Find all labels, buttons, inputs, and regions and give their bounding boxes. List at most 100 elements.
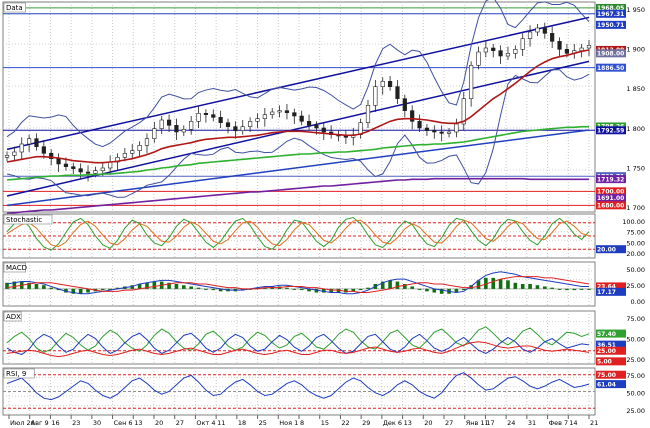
candle-body [343,135,348,138]
x-tick-label: Сен 6 [114,419,133,427]
series-line [6,276,590,294]
price-tag-label: 1967.31 [597,11,624,18]
price-tag [596,3,626,12]
histogram-bar [491,277,496,289]
price-tag-label: 75.00 [597,372,616,379]
candle-body [564,49,569,54]
histogram-bar [432,288,437,293]
x-tick-label: Окт 4 [196,419,215,427]
candle-body [78,168,83,173]
candle-body [270,111,275,115]
y-tick-label: 0.00 [631,298,645,306]
x-tick-label: 16 [51,419,59,427]
histogram-bar [71,288,76,294]
candle-body [181,129,186,133]
candle-body [306,121,312,126]
histogram-bar [439,288,444,294]
histogram-bar [587,288,591,290]
candle-body [513,49,518,54]
x-tick-label: 31 [528,419,536,427]
x-tick-label: 27 [176,419,184,427]
pane-title-box [3,368,35,379]
price-tag-label: 1908.00 [597,51,624,58]
candle-body [550,33,555,42]
histogram-bar [182,285,186,289]
price-tag-label: 36.51 [597,342,616,349]
pane-title: MACD [6,264,27,272]
candle-body [417,121,422,129]
price-tag-label: 1950.71 [597,22,624,29]
candle-body [314,125,319,129]
candle-body [93,170,98,174]
candle-body [365,105,371,123]
candle-body [586,45,592,49]
histogram-bar [64,288,68,293]
candle-body [4,155,10,158]
candle-body [483,47,488,53]
histogram-bar [56,288,61,291]
candle-body [299,115,304,122]
histogram-bar [469,285,473,289]
histogram-bar [358,288,363,291]
candle-body [240,126,245,131]
x-tick-label: 20 [155,419,163,427]
price-tag-label: 1719.32 [597,176,624,183]
histogram-bar [49,287,54,289]
candle-body [402,98,407,111]
histogram-bar [5,282,9,289]
price-tag [596,370,626,379]
price-tag-label: 5.00 [597,359,612,366]
candle-body [144,138,150,146]
price-tag [596,49,626,58]
candle-body [410,110,415,122]
histogram-bar [86,288,90,293]
histogram-bar [42,285,46,289]
y-tick-label: 25.00 [626,356,645,364]
y-tick-label: 50.00 [626,390,645,398]
histogram-bar [542,286,547,289]
candle-body [527,31,533,39]
candle-body [19,143,24,153]
pane-rsi: 75.00 50.00 25.00 75.00 61.04 RSI, 9 [2,367,645,416]
candle-body [122,153,127,158]
series-line [6,216,590,251]
price-tag [596,194,626,202]
candle-body [439,131,444,134]
pane-title: Stochastic [6,216,42,224]
price-tag-label: 1700.00 [597,189,624,196]
histogram-bar [263,287,267,289]
histogram-bar [115,287,120,289]
x-tick-label: 20 [424,419,432,427]
series-line [6,341,590,358]
price-tag-label: 1968.05 [597,5,624,12]
histogram-bar [299,288,304,291]
y-tick-label: 75.00 [626,372,645,380]
candle-body [130,150,135,154]
histogram-bar [476,280,481,289]
series-line [6,326,590,353]
candle-body [248,121,253,127]
candle-body [469,65,474,99]
candle-body [321,127,326,133]
histogram-bar [167,282,171,289]
histogram-bar [484,277,488,289]
bollinger-lower [6,69,590,198]
histogram-bar [572,288,577,291]
x-tick-label: Ноя 1 [279,419,298,427]
x-tick-label: 14 [569,419,577,427]
candle-body [520,38,525,50]
price-tag-label: 20.00 [597,246,616,253]
x-tick-label: 23 [72,419,80,427]
y-tick-label: 25.00 [626,282,645,290]
histogram-bar [152,281,157,289]
pane-data: 1 950 1 900 1 850 1 800 1 750 1 700 1968.05196… [2,0,645,215]
candle-body [461,98,466,125]
x-tick-label: 13 [404,419,412,427]
price-tag [596,63,626,72]
price-tag-label: 61.04 [597,381,616,388]
price-tag [596,20,626,29]
histogram-bar [78,288,83,294]
series-line [6,219,590,248]
